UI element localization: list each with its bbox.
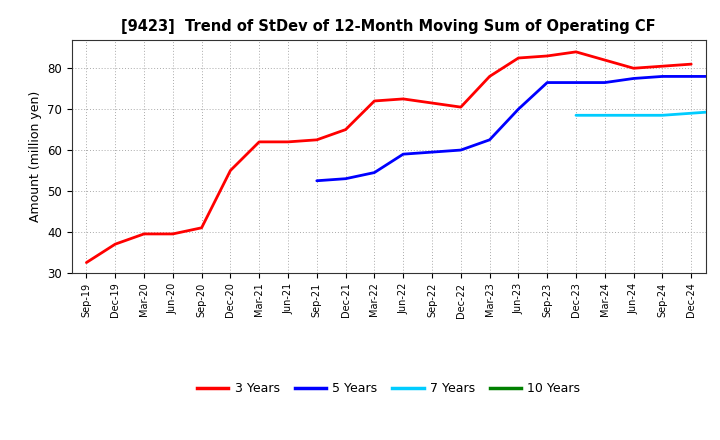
Y-axis label: Amount (million yen): Amount (million yen) [29, 91, 42, 222]
Legend: 3 Years, 5 Years, 7 Years, 10 Years: 3 Years, 5 Years, 7 Years, 10 Years [192, 377, 585, 400]
Title: [9423]  Trend of StDev of 12-Month Moving Sum of Operating CF: [9423] Trend of StDev of 12-Month Moving… [122, 19, 656, 34]
